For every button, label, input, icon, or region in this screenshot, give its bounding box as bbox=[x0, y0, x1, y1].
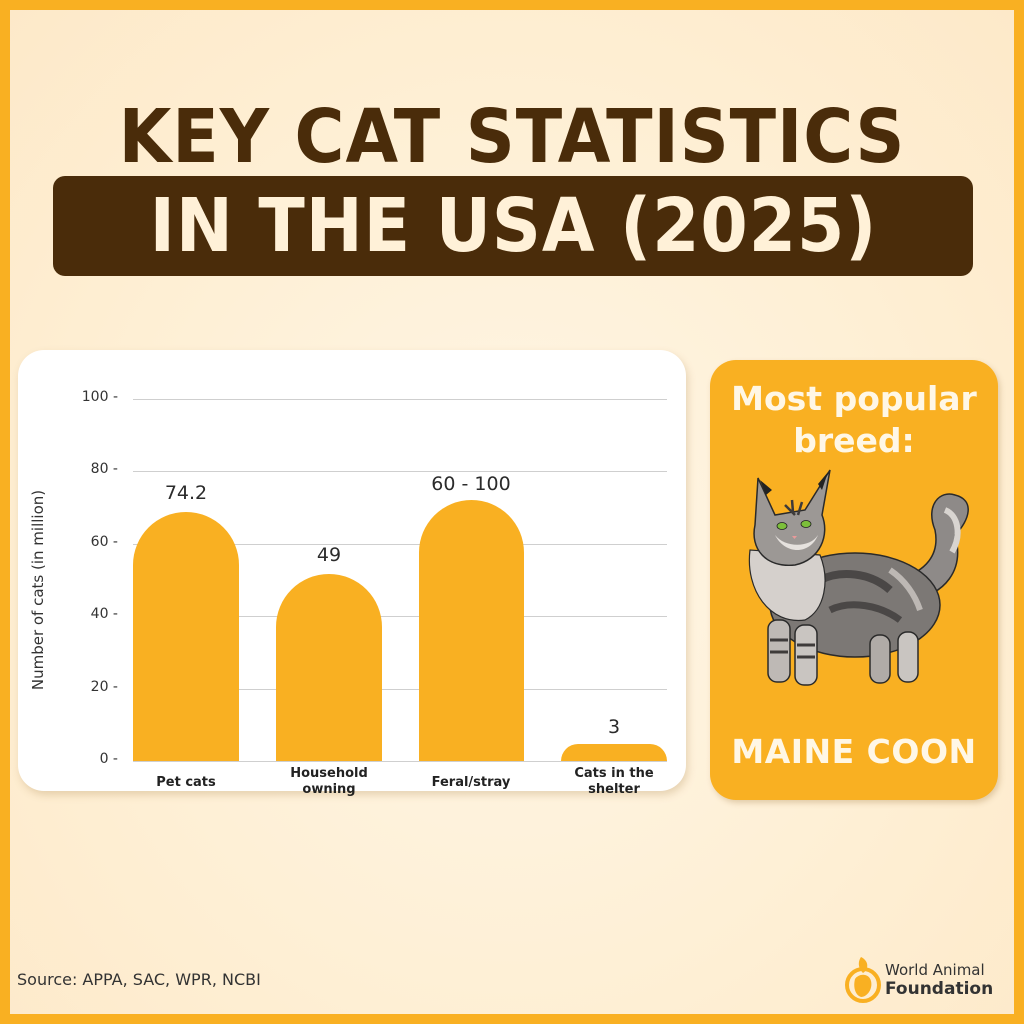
category-label-feral: Feral/stray bbox=[401, 775, 541, 791]
y-tick-100: 100 - bbox=[81, 389, 118, 405]
category-label-household: Household owning bbox=[259, 766, 399, 798]
source-citation: Source: APPA, SAC, WPR, NCBI bbox=[17, 970, 261, 989]
gridline-40 bbox=[133, 616, 667, 617]
bar-household-owning bbox=[276, 574, 382, 761]
y-axis-label-text: Number of cats (in million) bbox=[29, 489, 47, 691]
maine-coon-cat-icon bbox=[748, 469, 969, 686]
breed-heading-line1: Most popular bbox=[731, 379, 977, 418]
page-subtitle: IN THE USA (2025) bbox=[149, 183, 877, 269]
value-label-household: 49 bbox=[316, 544, 342, 566]
foundation-logo-icon bbox=[845, 957, 881, 1003]
gridline-0 bbox=[133, 761, 667, 762]
value-label-pet-cats: 74.2 bbox=[164, 482, 208, 504]
breed-heading-line2: breed: bbox=[793, 421, 915, 460]
label-line: owning bbox=[302, 782, 356, 797]
y-tick-0: 0 - bbox=[99, 751, 118, 767]
gridline-20 bbox=[133, 689, 667, 690]
value-label-shelter: 3 bbox=[607, 716, 621, 738]
bar-feral-stray bbox=[419, 500, 524, 761]
label-line: Feral/stray bbox=[431, 775, 511, 790]
category-label-shelter: Cats in the shelter bbox=[544, 766, 684, 798]
value-label-feral: 60 - 100 bbox=[431, 473, 511, 495]
y-tick-60: 60 - bbox=[90, 534, 118, 550]
category-label-pet-cats: Pet cats bbox=[116, 775, 256, 791]
gridline-100 bbox=[133, 399, 667, 400]
label-line: shelter bbox=[588, 782, 640, 797]
logo-text-line1: World Animal bbox=[885, 961, 985, 979]
popular-breed-card: Most popular breed: MAINE COON bbox=[710, 360, 998, 800]
label-line: Cats in the bbox=[574, 766, 654, 781]
y-tick-80: 80 - bbox=[90, 461, 118, 477]
label-line: Pet cats bbox=[156, 775, 216, 790]
gridline-60 bbox=[133, 544, 667, 545]
bar-pet-cats bbox=[133, 512, 239, 761]
gridline-80 bbox=[133, 471, 667, 472]
bar-cats-in-shelter bbox=[561, 744, 667, 761]
logo-text-line2: Foundation bbox=[885, 979, 994, 999]
world-animal-foundation-logo: World Animal Foundation bbox=[843, 955, 1013, 1005]
breed-name: MAINE COON bbox=[731, 732, 977, 771]
breed-heading: Most popular breed: bbox=[710, 378, 998, 462]
page-title: KEY CAT STATISTICS bbox=[118, 94, 906, 180]
y-tick-40: 40 - bbox=[90, 606, 118, 622]
label-line: Household bbox=[290, 766, 368, 781]
title-banner: IN THE USA (2025) bbox=[53, 176, 973, 276]
y-tick-20: 20 - bbox=[90, 679, 118, 695]
